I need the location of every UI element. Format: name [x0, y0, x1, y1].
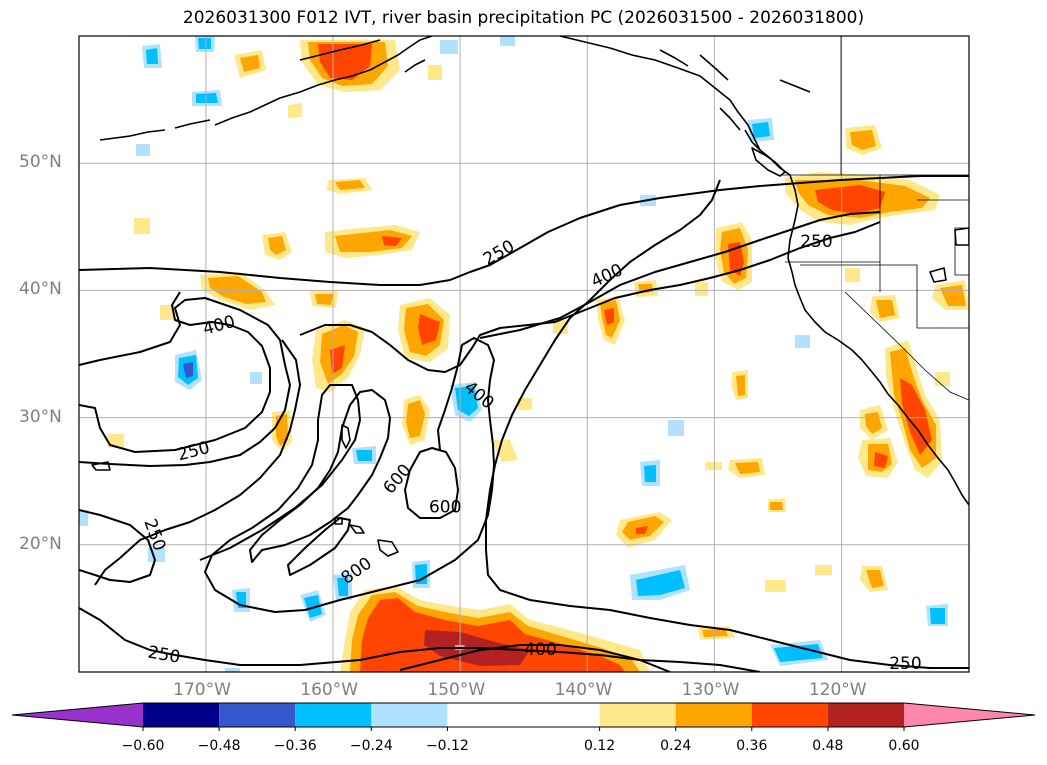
- pc-negative-region: [79, 36, 948, 672]
- pc-positive-region: [858, 340, 942, 478]
- colorbar-tick-label: 0.24: [660, 738, 692, 754]
- colorbar-bin: [827, 703, 904, 727]
- colorbar-bin: [143, 703, 220, 727]
- colorbar-bin: [219, 703, 296, 727]
- ivt-contour-label: 400: [524, 640, 556, 660]
- longitude-label: 140°W: [554, 680, 613, 700]
- colorbar-tick-label: −0.48: [197, 738, 241, 754]
- colorbar-bin: [447, 703, 600, 727]
- precip-anomaly-shading: [79, 36, 969, 672]
- colorbar-tick-label: 0.48: [812, 738, 844, 754]
- map-title: 2026031300 F012 IVT, river basin precipi…: [182, 8, 865, 28]
- longitude-label: 160°W: [300, 680, 359, 700]
- longitude-label: 150°W: [427, 680, 486, 700]
- latitude-label: 40°N: [19, 279, 62, 300]
- ivt-contours: [79, 175, 969, 672]
- ivt-contour-label: 250: [480, 236, 518, 270]
- ivt-contour-label: 250: [175, 438, 212, 466]
- colorbar-tick-label: −0.60: [121, 738, 165, 754]
- pc-positive-region: [108, 50, 969, 640]
- colorbar-tick-label: −0.24: [349, 738, 393, 754]
- latitude-label: 50°N: [19, 152, 62, 173]
- gridlines: [79, 36, 969, 672]
- colorbar-tick-label: −0.12: [425, 738, 469, 754]
- colorbar: [11, 702, 1036, 731]
- colorbar-bin: [751, 703, 828, 727]
- colorbar-under-extension: [12, 703, 143, 727]
- ivt-contour-label: 600: [380, 460, 416, 498]
- colorbar-tick-label: 0.60: [888, 738, 920, 754]
- latitude-label: 30°N: [19, 406, 62, 427]
- ivt-contour-label: 600: [429, 498, 461, 518]
- ivt-contour-label: 250: [800, 232, 832, 252]
- colorbar-bin: [371, 703, 448, 727]
- colorbar-bin: [675, 703, 752, 727]
- coastlines: [91, 36, 969, 557]
- colorbar-tick-label: 0.12: [584, 738, 616, 754]
- longitude-label: 170°W: [173, 680, 231, 700]
- pc-positive-region: [715, 222, 752, 290]
- colorbar-bin: [295, 703, 372, 727]
- ivt-contour-label: 250: [889, 654, 921, 674]
- ivt-contour-label: 250: [146, 643, 181, 668]
- pc-positive-region: [340, 586, 650, 672]
- colorbar-bin: [599, 703, 676, 727]
- longitude-label: 130°W: [681, 680, 740, 700]
- map-frame: [78, 35, 970, 673]
- colorbar-over-extension: [904, 703, 1035, 727]
- ivt-contour-label: 250: [139, 516, 169, 553]
- longitude-label: 120°W: [808, 680, 867, 700]
- latitude-label: 20°N: [19, 533, 62, 554]
- colorbar-tick-label: 0.36: [736, 738, 768, 754]
- pc-positive-region: [785, 172, 940, 225]
- colorbar-tick-label: −0.36: [273, 738, 317, 754]
